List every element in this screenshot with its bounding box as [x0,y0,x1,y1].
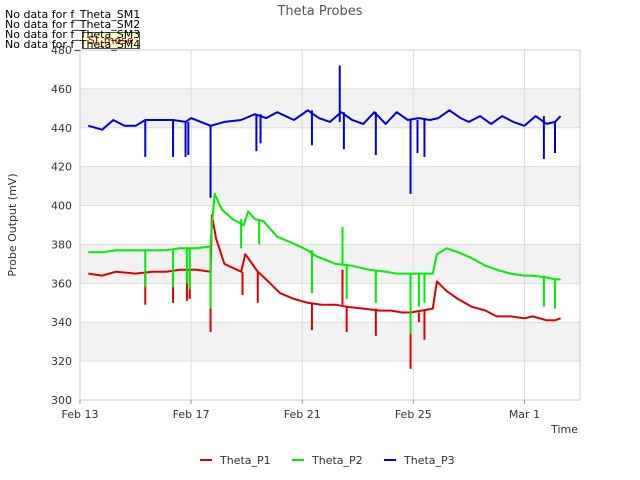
series-theta-p3 [88,65,562,198]
notice-2: No data for f_Theta_SM2 [5,18,141,31]
legend-label: Theta_P2 [311,454,363,467]
y-tick-label: 420 [51,161,72,174]
plot-band [80,166,580,206]
legend-label: Theta_P1 [219,454,271,467]
y-tick-label: 380 [51,238,72,251]
x-tick-label: Feb 17 [173,408,210,421]
x-tick-label: Feb 13 [62,408,99,421]
series-lines [88,65,562,369]
notice-4: No data for f_Theta_SM4 [5,38,141,51]
x-tick-label: Mar 1 [509,408,540,421]
series-line-theta-p3 [88,109,562,131]
plot-frame [79,49,581,401]
x-axis-ticks: Feb 13 Feb 17 Feb 21 Feb 25 Mar 1 [62,400,540,421]
y-tick-label: 320 [51,355,72,368]
chart-title: Theta Probes [276,4,362,19]
y-tick-label: 460 [51,83,72,96]
series-theta-p2 [88,192,561,334]
x-tick-label: Feb 21 [284,408,321,421]
badge-label: SI_mose [82,32,140,49]
y-tick-label: 340 [51,316,72,329]
x-axis-label: Time [550,423,578,436]
y-tick-label: 360 [51,277,72,290]
x-tick-label: Feb 25 [395,408,432,421]
y-tick-label: 400 [51,200,72,213]
legend-label: Theta_P3 [403,454,455,467]
series-line-theta-p1 [88,214,561,322]
y-tick-label: 300 [51,394,72,407]
y-tick-label: 440 [51,122,72,135]
y-axis-label: Probe Output (mV) [6,173,19,276]
series-line-theta-p2 [88,192,561,281]
legend: Theta_P1 Theta_P2 Theta_P3 [200,454,455,467]
y-axis-ticks: 300 320 340 360 380 400 420 440 460 480 [51,44,72,407]
notice-1: No data for f_Theta_SM1 [5,8,141,21]
plot-band [80,322,580,362]
notice-3: No data for f_Theta_SM3 [5,28,141,41]
y-tick-label: 480 [51,44,72,57]
plot-bands [80,88,580,362]
